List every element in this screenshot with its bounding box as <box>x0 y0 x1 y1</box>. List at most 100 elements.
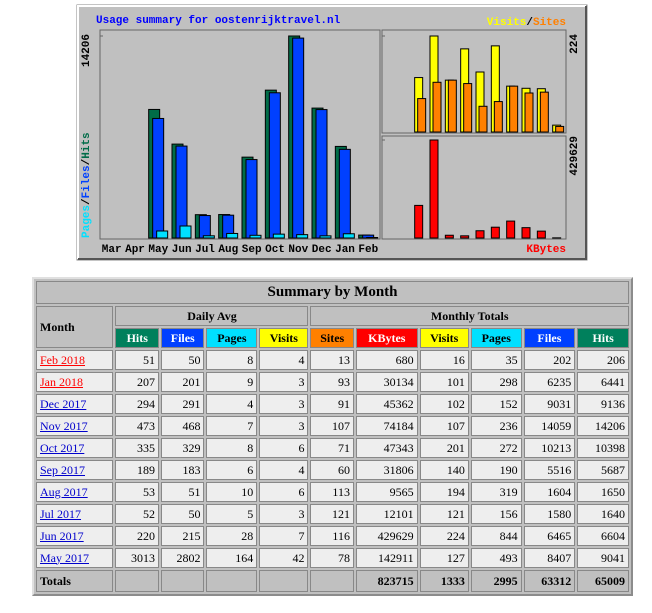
value-cell: 493 <box>470 548 522 568</box>
column-header: Visits <box>259 328 309 348</box>
month-link[interactable]: May 2017 <box>40 550 89 565</box>
value-cell: 164 <box>206 548 258 568</box>
value-cell: 3 <box>259 416 309 436</box>
bar <box>198 215 211 239</box>
value-cell: 53 <box>115 482 159 502</box>
value-cell: 189 <box>115 460 159 480</box>
value-cell: 7 <box>259 526 309 546</box>
value-cell: 45362 <box>355 394 418 414</box>
value-cell: 220 <box>115 526 159 546</box>
value-cell: 142911 <box>355 548 418 568</box>
totals-cell: 65009 <box>577 570 629 592</box>
usage-chart: Usage summary for oostenrijktravel.nl 14… <box>76 4 588 261</box>
month-cell: Aug 2017 <box>36 482 114 502</box>
column-header: Sites <box>310 328 354 348</box>
value-cell: 14206 <box>577 416 629 436</box>
bar <box>444 234 454 239</box>
value-cell: 8 <box>206 350 258 370</box>
value-cell: 215 <box>160 526 205 546</box>
value-cell: 93 <box>310 372 354 392</box>
value-cell: 12101 <box>355 504 418 524</box>
value-cell: 121 <box>310 504 354 524</box>
y-tick-label: 224 <box>569 34 581 54</box>
value-cell: 468 <box>160 416 205 436</box>
x-tick-label: Nov <box>288 244 308 256</box>
bar <box>226 232 239 239</box>
value-cell: 6 <box>259 438 309 458</box>
value-cell: 272 <box>470 438 522 458</box>
legend-entry: Files <box>81 165 93 198</box>
legend-entry: Sites <box>533 17 566 29</box>
summary-table: Summary by Month Month Daily Avg Monthly To… <box>32 277 633 596</box>
x-tick-label: Dec <box>312 244 332 256</box>
value-cell: 429629 <box>355 526 418 546</box>
totals-row: Totals 823715 1333 2995 63312 65009 <box>36 570 629 592</box>
value-cell: 206 <box>577 350 629 370</box>
bar <box>249 234 262 239</box>
value-cell: 1640 <box>577 504 629 524</box>
title-row: Summary by Month <box>36 281 629 304</box>
legend: KBytes <box>526 244 566 256</box>
bevel-light <box>77 5 586 259</box>
value-cell: 10213 <box>523 438 576 458</box>
value-cell: 113 <box>310 482 354 502</box>
value-cell: 102 <box>419 394 469 414</box>
value-cell: 13 <box>310 350 354 370</box>
month-row: Aug 2017 53 51 10 6 113 9565 194 319 1604 1650 <box>36 482 629 502</box>
value-cell: 50 <box>160 350 205 370</box>
bar <box>463 83 473 133</box>
value-cell: 1650 <box>577 482 629 502</box>
bar <box>493 101 503 133</box>
bar <box>414 204 424 239</box>
value-cell: 10 <box>206 482 258 502</box>
month-link[interactable]: Dec 2017 <box>40 396 87 411</box>
value-cell: 294 <box>115 394 159 414</box>
value-cell: 2802 <box>160 548 205 568</box>
value-cell: 16 <box>419 350 469 370</box>
totals-cell: 2995 <box>470 570 522 592</box>
bar <box>156 230 169 239</box>
main-panel <box>99 29 381 240</box>
value-cell: 6 <box>259 482 309 502</box>
month-link[interactable]: Nov 2017 <box>40 418 88 433</box>
value-cell: 335 <box>115 438 159 458</box>
value-cell: 60 <box>310 460 354 480</box>
value-cell: 107 <box>419 416 469 436</box>
value-cell: 31806 <box>355 460 418 480</box>
month-link[interactable]: Aug 2017 <box>40 484 88 499</box>
value-cell: 28 <box>206 526 258 546</box>
bar <box>429 139 439 239</box>
month-link[interactable]: Sep 2017 <box>40 462 85 477</box>
kbytes-panel <box>381 135 567 240</box>
x-tick-label: Jul <box>195 244 215 256</box>
bar <box>460 235 470 239</box>
value-cell: 1604 <box>523 482 576 502</box>
column-header: Hits <box>115 328 159 348</box>
bar <box>524 92 534 133</box>
month-cell: Jun 2017 <box>36 526 114 546</box>
bar <box>536 230 546 239</box>
month-link[interactable]: Jun 2017 <box>40 528 84 543</box>
month-link[interactable]: Jan 2018 <box>40 374 83 389</box>
bar <box>292 37 305 239</box>
x-tick-label: Jan <box>335 244 355 256</box>
month-cell: Sep 2017 <box>36 460 114 480</box>
value-cell: 35 <box>470 350 522 370</box>
month-row: Dec 2017 294 291 4 3 91 45362 102 152 9031 9136 <box>36 394 629 414</box>
blank-cell <box>160 570 205 592</box>
column-header: Pages <box>470 328 522 348</box>
month-link[interactable]: Jul 2017 <box>40 506 82 521</box>
value-cell: 201 <box>160 372 205 392</box>
month-cell: Jan 2018 <box>36 372 114 392</box>
bar <box>506 220 516 239</box>
month-link[interactable]: Feb 2018 <box>40 352 85 367</box>
bar <box>539 91 549 133</box>
x-tick-label: Mar <box>102 244 122 256</box>
month-link[interactable]: Oct 2017 <box>40 440 85 455</box>
value-cell: 202 <box>523 350 576 370</box>
x-tick-label: Oct <box>265 244 285 256</box>
month-row: Jun 2017 220 215 28 7 116 429629 224 844 6465 6604 <box>36 526 629 546</box>
value-cell: 10398 <box>577 438 629 458</box>
totals-cell: 63312 <box>523 570 576 592</box>
bar <box>509 85 519 133</box>
